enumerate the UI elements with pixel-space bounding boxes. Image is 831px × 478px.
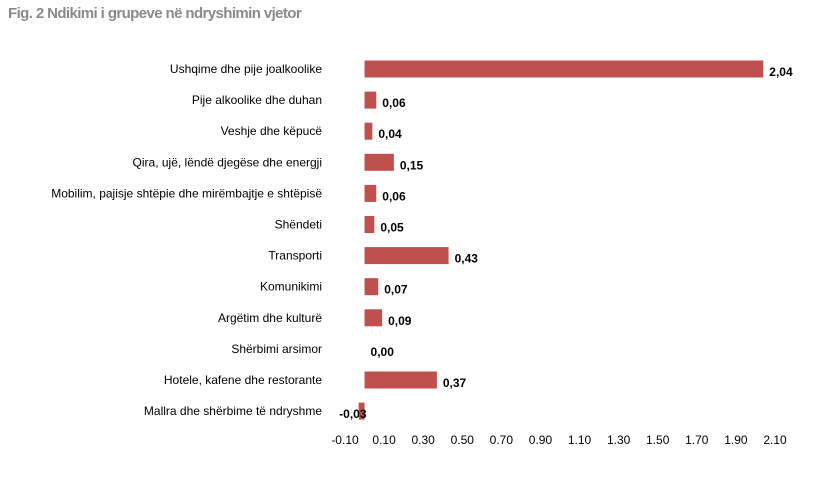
data-label: 0,09 [388, 314, 412, 328]
bar [358, 402, 365, 420]
category-label: Shërbimi arsimor [231, 342, 322, 356]
data-label: 0,43 [455, 252, 479, 266]
data-label: 0,00 [371, 345, 395, 359]
bar [364, 184, 377, 202]
category-label: Hotele, kafene dhe restorante [164, 373, 322, 387]
bar-group [358, 60, 764, 420]
x-tick-label: 1.50 [646, 433, 670, 447]
x-tick-label: 1.30 [607, 433, 631, 447]
data-label: -0,03 [339, 407, 367, 421]
chart-title: Fig. 2 Ndikimi i grupeve në ndryshimin v… [8, 5, 302, 22]
category-label: Transporti [268, 249, 322, 263]
bar [364, 153, 394, 171]
category-label: Mobilim, pajisje shtëpie dhe mirëmbajtje… [51, 186, 322, 200]
x-tick-label: 1.70 [685, 433, 709, 447]
data-label: 0,07 [384, 283, 408, 297]
category-label: Argëtim dhe kulturë [218, 311, 322, 325]
category-label: Mallra dhe shërbime të ndryshme [144, 404, 322, 418]
data-label: 0,15 [400, 158, 424, 172]
x-tick-label: 0.90 [529, 433, 553, 447]
bar [364, 60, 764, 78]
x-tick-label: 1.90 [724, 433, 748, 447]
label-group: Ushqime dhe pije joalkoolike 2,04 Pije alk… [51, 62, 793, 421]
category-label: Ushqime dhe pije joalkoolike [170, 62, 322, 76]
data-label: 2,04 [769, 65, 793, 79]
category-label: Veshje dhe këpucë [221, 124, 323, 138]
bar [364, 278, 379, 296]
data-label: 0,04 [378, 127, 402, 141]
x-tick-label: 0.70 [490, 433, 514, 447]
data-label: 0,06 [382, 189, 406, 203]
x-tick-label: 2.10 [763, 433, 787, 447]
data-label: 0,06 [382, 96, 406, 110]
bar [364, 91, 377, 109]
bar [364, 371, 437, 389]
tick-group: -0.10 0.10 0.30 0.50 0.70 0.90 1.10 1.30 1.50 1.7… [331, 433, 787, 447]
x-tick-label: 1.10 [568, 433, 592, 447]
category-label: Qira, ujë, lëndë djegëse dhe energji [133, 155, 322, 169]
bar [364, 216, 375, 233]
category-label: Shëndeti [275, 218, 322, 232]
x-tick-label: 0.30 [412, 433, 436, 447]
category-label: Komunikimi [260, 280, 322, 294]
data-label: 0,37 [443, 376, 467, 390]
category-label: Pije alkoolike dhe duhan [192, 93, 322, 107]
x-tick-label: 0.10 [372, 433, 396, 447]
data-label: 0,05 [380, 221, 404, 235]
bar [364, 122, 373, 140]
x-tick-label: 0.50 [451, 433, 475, 447]
x-tick-label: -0.10 [331, 433, 359, 447]
bar [364, 309, 383, 327]
bar [364, 247, 449, 265]
